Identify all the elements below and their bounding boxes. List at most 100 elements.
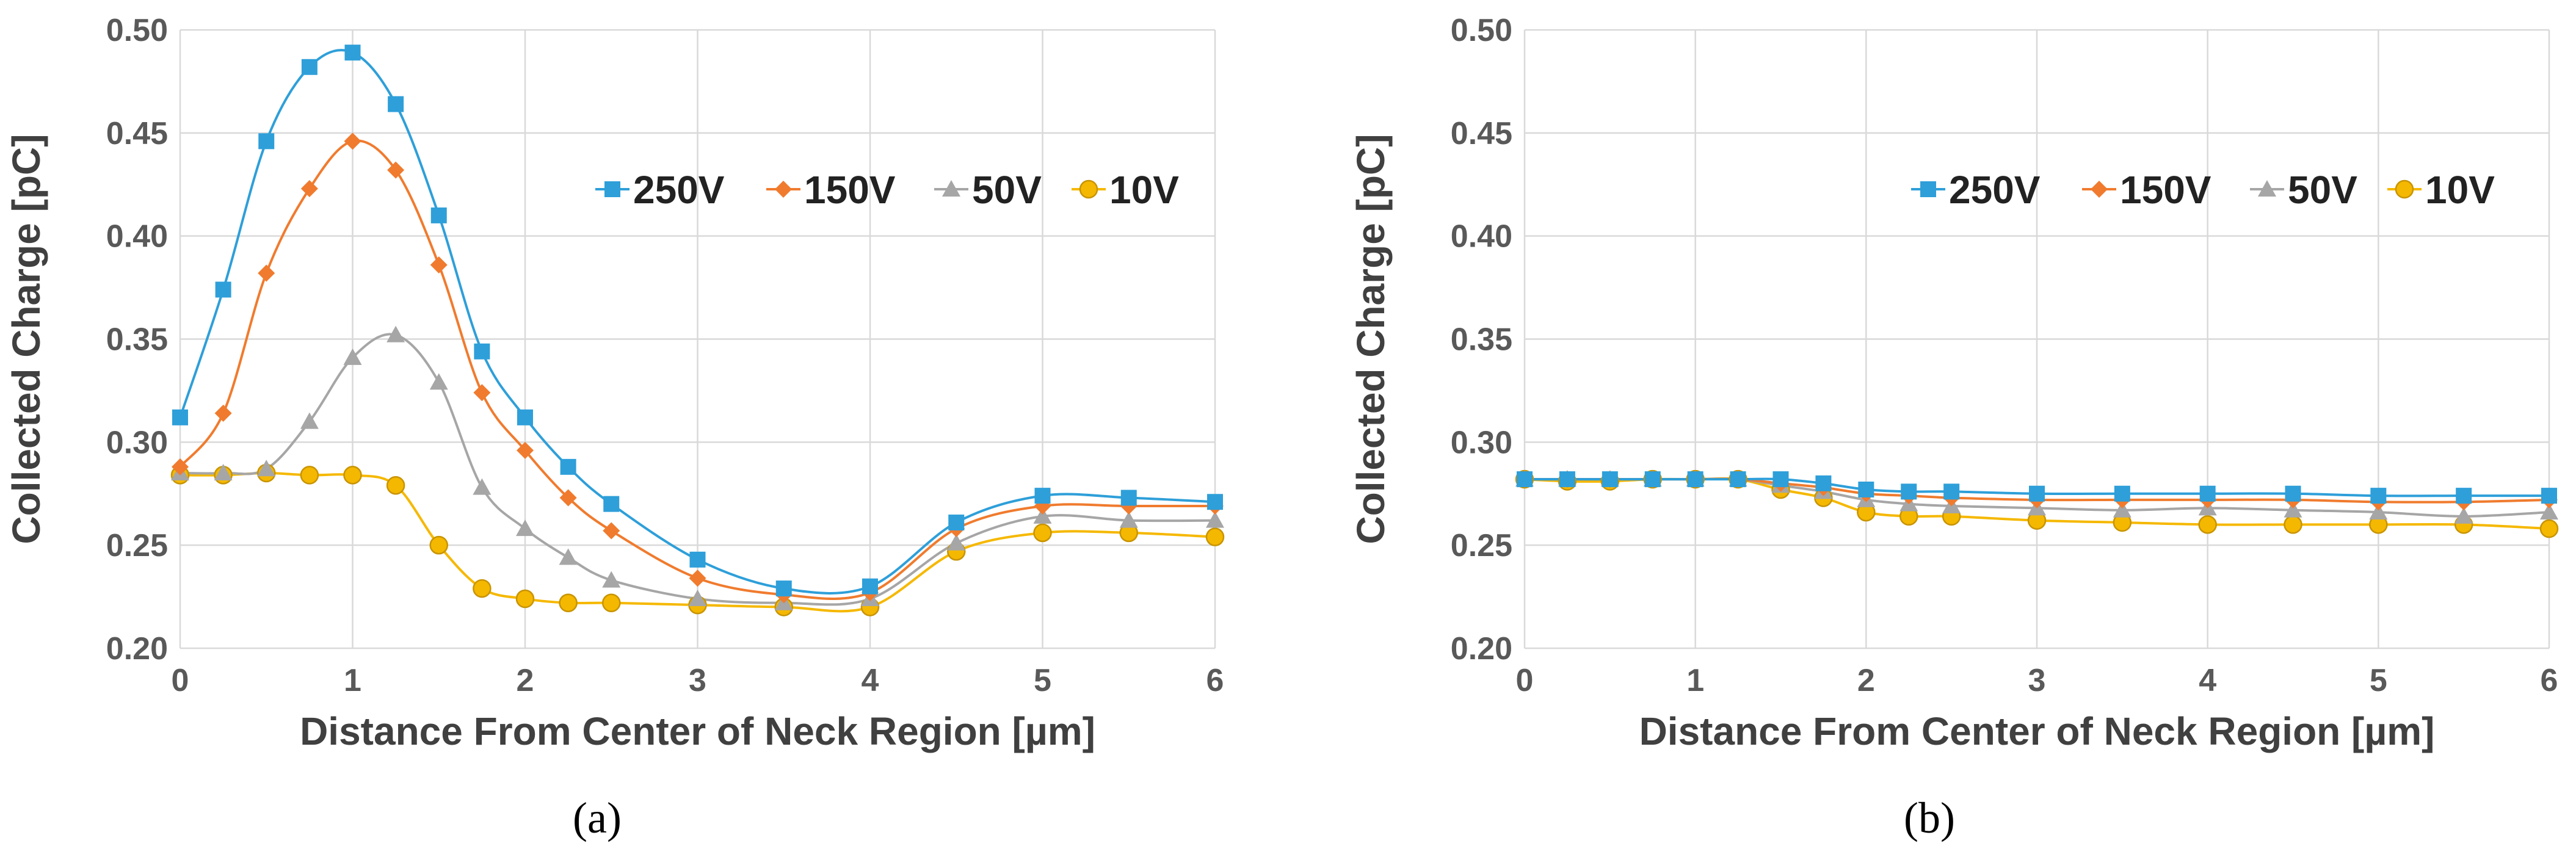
legend-label: 50V [2288, 168, 2357, 212]
legend-marker [2091, 181, 2108, 198]
x-tick-label: 6 [2541, 663, 2558, 698]
data-point [1206, 511, 1224, 528]
x-tick-label: 1 [1686, 663, 1704, 698]
legend-marker [775, 181, 792, 198]
data-point [388, 96, 404, 112]
x-tick-label: 3 [689, 663, 706, 698]
legend-label: 50V [972, 168, 1042, 212]
y-tick-label: 0.25 [1451, 528, 1512, 563]
data-point [429, 373, 448, 390]
data-point [775, 580, 792, 597]
data-point [2539, 519, 2559, 538]
data-point [515, 589, 535, 609]
x-tick-label: 1 [344, 663, 361, 698]
data-point [258, 264, 275, 282]
data-point [387, 161, 405, 179]
data-point [1120, 490, 1137, 506]
chart-panel-a: 0.20 0.25 0.30 0.35 0.40 0.45 0.50 0 1 2 3 4 5 6 Dista… [4, 13, 1225, 842]
data-point [1559, 471, 1575, 488]
data-point [257, 460, 276, 477]
legend-marker [1920, 181, 1936, 197]
x-tick-label: 4 [862, 663, 879, 698]
data-point [214, 405, 232, 422]
data-point [473, 384, 491, 402]
data-point [2198, 515, 2217, 534]
data-point [1033, 523, 1052, 543]
data-point [517, 441, 534, 459]
data-point [300, 412, 319, 429]
x-tick-label: 3 [2028, 663, 2046, 698]
x-tick-label: 2 [517, 663, 534, 698]
data-point [602, 593, 621, 612]
y-tick-label: 0.30 [1451, 425, 1512, 460]
y-tick-label: 0.50 [1451, 13, 1512, 48]
data-point [2369, 503, 2388, 520]
y-tick-label: 0.25 [106, 528, 168, 563]
data-point [603, 496, 620, 512]
data-point [258, 133, 275, 150]
y-tick-label: 0.40 [106, 219, 168, 255]
data-point [214, 463, 233, 480]
data-point [1815, 475, 1832, 491]
y-axis-title: Collected Charge [pC] [4, 134, 48, 544]
y-axis-title: Collected Charge [pC] [1349, 134, 1393, 544]
data-point [559, 593, 578, 612]
data-point [689, 570, 706, 587]
series-line-10V [180, 471, 1216, 613]
data-point [344, 45, 361, 61]
data-point [1205, 527, 1225, 546]
data-point [2285, 485, 2301, 502]
data-point [2114, 485, 2130, 502]
data-point [430, 256, 448, 273]
data-point [1207, 494, 1223, 510]
data-point [2454, 507, 2473, 524]
data-point [1119, 511, 1138, 528]
data-point [1901, 483, 1917, 500]
data-point [947, 533, 966, 551]
x-tick-label: 5 [1034, 663, 1051, 698]
data-point [689, 551, 706, 568]
y-tick-label: 0.20 [106, 631, 168, 667]
x-tick-label: 5 [2370, 663, 2387, 698]
data-point [2284, 515, 2302, 534]
x-axis-title: Distance From Center of Neck Region [µm] [1639, 709, 2435, 753]
legend-label: 150V [804, 168, 896, 212]
data-point [172, 409, 188, 425]
data-point [1943, 483, 1960, 500]
legend-label: 150V [2120, 168, 2211, 212]
data-point [516, 519, 534, 537]
data-point [344, 132, 361, 150]
data-point [473, 478, 492, 495]
y-tick-label: 0.30 [106, 425, 168, 460]
data-point [2370, 488, 2387, 504]
series-markers-250V [1517, 471, 2557, 504]
x-tick-label: 4 [2199, 663, 2216, 698]
data-point [2113, 501, 2132, 518]
data-point [386, 476, 405, 495]
legend: 250V 150V 50V 10V [595, 168, 1179, 212]
y-tick-label: 0.35 [106, 322, 168, 358]
data-point [1034, 488, 1051, 504]
x-tick-label: 6 [1206, 663, 1224, 698]
data-point [1644, 471, 1661, 488]
data-point [1687, 471, 1703, 488]
data-point [343, 348, 362, 365]
legend-marker [1079, 179, 1098, 199]
data-point [2029, 485, 2045, 502]
data-point [517, 409, 533, 425]
data-point [473, 579, 492, 598]
data-point [300, 180, 318, 198]
data-point [2456, 488, 2472, 504]
x-tick-label: 0 [1516, 663, 1534, 698]
y-tick-label: 0.50 [106, 13, 168, 48]
data-point [1730, 471, 1746, 488]
data-point [1602, 471, 1618, 488]
series-markers-250V [172, 45, 1223, 597]
x-tick-label: 0 [172, 663, 189, 698]
data-point [1033, 507, 1052, 524]
data-point [474, 343, 490, 360]
data-point [560, 458, 576, 475]
data-point [862, 578, 878, 595]
data-point [688, 589, 707, 606]
